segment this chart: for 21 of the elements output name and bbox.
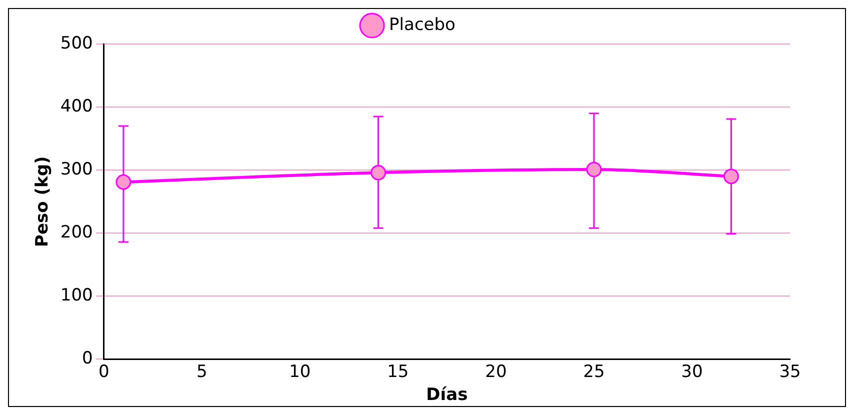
legend-label: Placebo bbox=[389, 14, 456, 35]
y-tick-label: 0 bbox=[82, 348, 93, 369]
x-tick-label: 35 bbox=[779, 362, 801, 382]
x-tick-label: 10 bbox=[289, 362, 311, 382]
point bbox=[723, 168, 739, 184]
x-tick-label: 0 bbox=[98, 362, 110, 382]
y-tick-label: 400 bbox=[60, 96, 93, 116]
point bbox=[116, 174, 132, 190]
y-tick-label: 100 bbox=[60, 286, 93, 306]
x-tick-label: 20 bbox=[485, 362, 507, 382]
x-tick-label: 15 bbox=[387, 362, 409, 382]
x-axis-title: Días bbox=[426, 385, 468, 406]
y-tick-label: 500 bbox=[60, 33, 93, 54]
x-tick-label: 30 bbox=[681, 362, 703, 382]
x-tick-label: 5 bbox=[196, 362, 208, 382]
x-tick-label: 25 bbox=[583, 362, 605, 382]
y-axis-title: Peso (kg) bbox=[32, 156, 53, 247]
y-tick-label: 300 bbox=[60, 160, 93, 180]
y-tick-label: 200 bbox=[60, 222, 93, 243]
point bbox=[586, 162, 602, 178]
point bbox=[370, 164, 386, 180]
